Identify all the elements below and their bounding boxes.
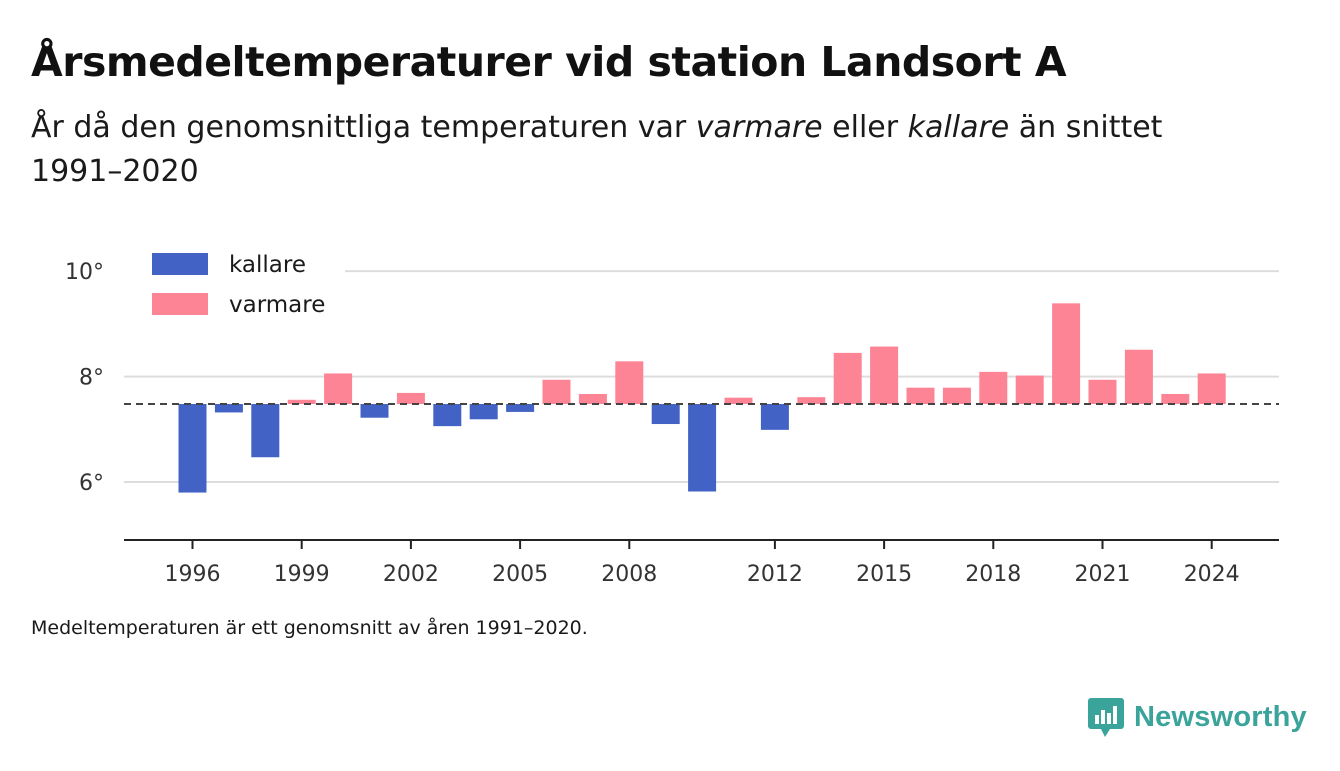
- y-tick-label: 10°: [65, 260, 104, 285]
- x-tick-label: 2024: [1184, 562, 1240, 587]
- bar-warmer: [797, 397, 826, 405]
- bar-warmer: [287, 399, 316, 405]
- chart-title: Årsmedeltemperaturer vid station Landsor…: [31, 38, 1067, 86]
- bar-colder: [251, 404, 280, 458]
- subtitle-part2: eller: [822, 110, 908, 145]
- footnote: Medeltemperaturen är ett genomsnitt av å…: [31, 617, 588, 639]
- bar-warmer: [724, 397, 753, 405]
- brand-logo: Newsworthy: [1088, 696, 1307, 738]
- y-axis-ticks: 6° 8° 10°: [65, 260, 104, 496]
- bar-colder: [433, 404, 462, 427]
- x-tick-label: 2021: [1075, 562, 1131, 587]
- brand-name: Newsworthy: [1134, 700, 1307, 733]
- subtitle-warm-word: varmare: [695, 110, 823, 145]
- bar-colder: [469, 404, 498, 420]
- bar-colder: [506, 404, 535, 412]
- bar-warmer: [1197, 373, 1226, 405]
- legend-swatch-colder: [152, 253, 208, 275]
- bar-colder: [688, 404, 717, 492]
- bar-warmer: [906, 387, 935, 405]
- bar-colder: [651, 404, 680, 425]
- bar-colder: [360, 404, 389, 418]
- bar-colder: [760, 404, 789, 430]
- chart-subtitle: År då den genomsnittliga temperaturen va…: [31, 106, 1231, 194]
- bar-warmer: [578, 393, 607, 405]
- x-tick-label: 2018: [965, 562, 1021, 587]
- bar-warmer: [1052, 303, 1081, 405]
- bar-warmer: [542, 379, 571, 405]
- x-tick-label: 2008: [601, 562, 657, 587]
- x-tick-label: 2005: [492, 562, 548, 587]
- x-tick-label: 2015: [856, 562, 912, 587]
- x-tick-label: 1999: [274, 562, 330, 587]
- y-tick-label: 8°: [79, 366, 104, 391]
- bar-colder: [214, 404, 243, 413]
- legend-swatch-warmer: [152, 293, 208, 315]
- bar-warmer: [979, 371, 1008, 405]
- bar-warmer: [942, 387, 971, 405]
- bar-warmer: [1015, 375, 1044, 405]
- bar-warmer: [833, 352, 862, 405]
- x-tick-label: 2012: [747, 562, 803, 587]
- x-tick-label: 1996: [165, 562, 221, 587]
- subtitle-part1: År då den genomsnittliga temperaturen va…: [31, 110, 696, 145]
- bar-colder: [178, 404, 207, 493]
- bar-warmer: [324, 373, 353, 405]
- bar-chart: 6° 8° 10° 1996 1999 2002 2005 2008 2012 2015 2018…: [65, 252, 1279, 587]
- bar-warmer: [1088, 379, 1117, 405]
- bar-warmer: [1124, 349, 1153, 405]
- subtitle-cold-word: kallare: [907, 110, 1010, 145]
- bar-warmer: [870, 346, 899, 405]
- x-axis-ticks: 1996 1999 2002 2005 2008 2012 2015 2018 2021 2024: [165, 540, 1240, 587]
- bar-warmer: [615, 361, 644, 405]
- legend: kallare varmare: [152, 252, 325, 318]
- y-tick-label: 6°: [79, 471, 104, 496]
- bar-warmer: [1161, 393, 1190, 405]
- bars: [178, 303, 1226, 493]
- legend-label-colder: kallare: [229, 252, 306, 278]
- bar-warmer: [396, 392, 425, 405]
- subtitle-part3: än snittet 1991–2020: [31, 110, 1163, 189]
- x-tick-label: 2002: [383, 562, 439, 587]
- legend-label-warmer: varmare: [229, 292, 325, 318]
- newsworthy-logo-icon: [1088, 698, 1124, 737]
